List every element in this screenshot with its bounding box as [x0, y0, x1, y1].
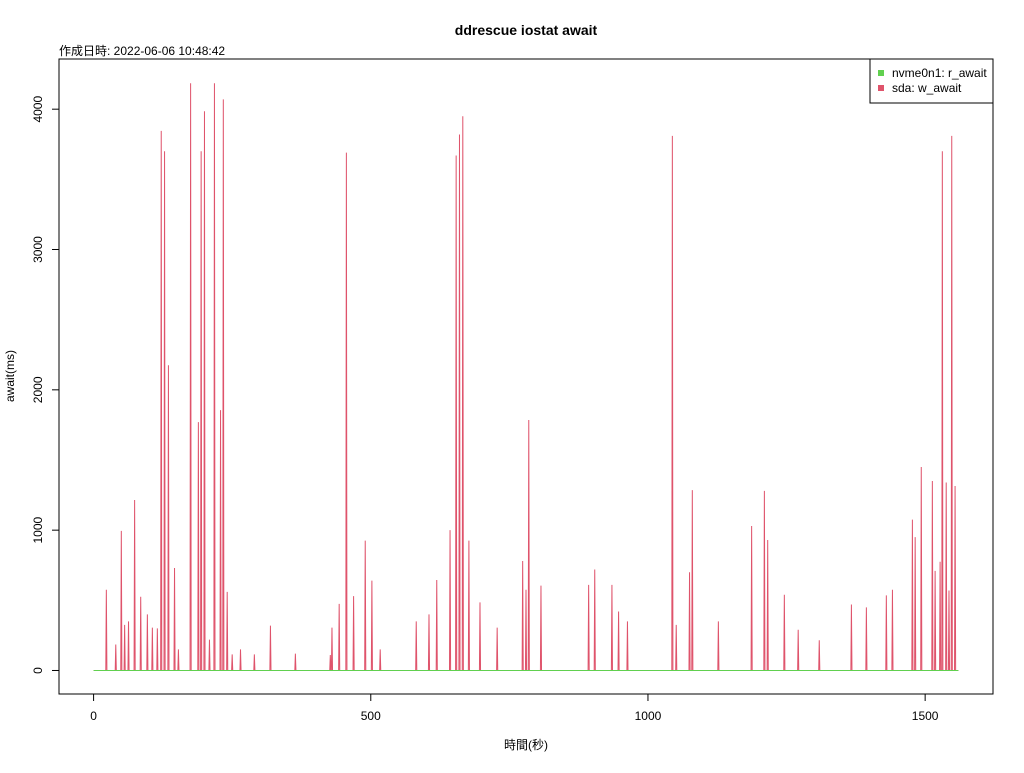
- legend-label: nvme0n1: r_await: [892, 66, 987, 80]
- legend-swatch: [878, 70, 884, 76]
- y-tick-label: 2000: [31, 376, 45, 403]
- y-tick-label: 1000: [31, 516, 45, 543]
- subtitle: 作成日時: 2022-06-06 10:48:42: [59, 44, 225, 58]
- legend-swatch: [878, 85, 884, 91]
- legend-box: [869, 58, 994, 104]
- y-tick-label: 3000: [31, 236, 45, 263]
- y-axis-label: await(ms): [3, 350, 17, 402]
- y-tick-label: 0: [31, 667, 45, 674]
- x-tick-label: 1000: [635, 709, 662, 723]
- x-tick-label: 1500: [912, 709, 939, 723]
- x-tick-label: 0: [90, 709, 97, 723]
- plot-area: [93, 83, 959, 671]
- x-axis-label: 時間(秒): [504, 738, 548, 752]
- chart-title: ddrescue iostat await: [455, 22, 598, 38]
- legend-label: sda: w_await: [892, 81, 962, 95]
- y-tick-label: 4000: [31, 96, 45, 123]
- x-tick-label: 500: [361, 709, 381, 723]
